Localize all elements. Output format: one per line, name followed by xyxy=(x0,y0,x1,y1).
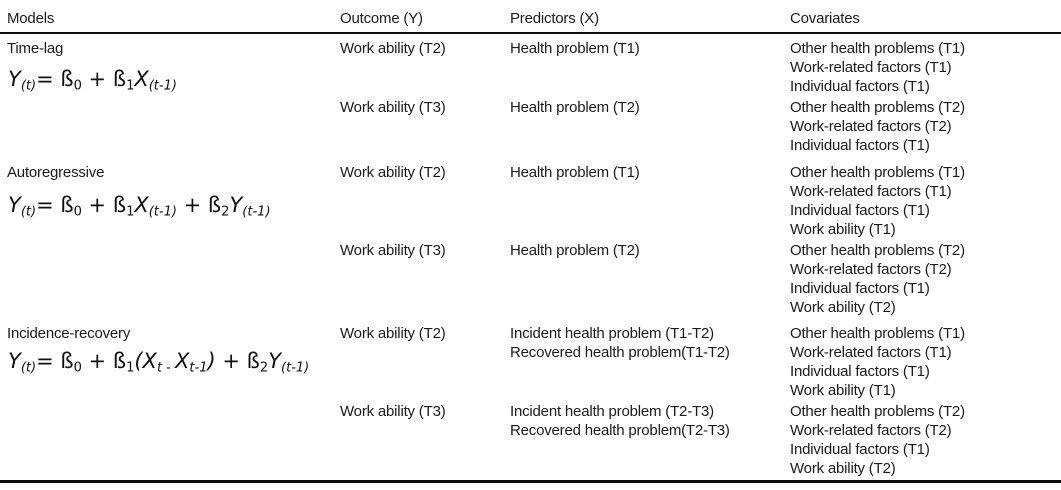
covariate-line: Work-related factors (T1) xyxy=(790,344,952,361)
model-label-incidence-recovery: Incidence-recovery xyxy=(7,325,131,342)
outcome-cell: Work ability (T2) xyxy=(340,164,446,181)
covariates-cell: Other health problems (T1) Work-related … xyxy=(790,163,965,239)
covariate-line: Other health problems (T2) xyxy=(790,99,965,116)
table-bottom-line xyxy=(0,480,1061,483)
column-header-predictors: Predictors (X) xyxy=(510,10,599,27)
column-header-outcome: Outcome (Y) xyxy=(340,10,423,27)
covariates-cell: Other health problems (T2) Work-related … xyxy=(790,402,965,478)
model-label-autoregressive: Autoregressive xyxy=(7,164,105,181)
covariate-line: Individual factors (T1) xyxy=(790,78,930,95)
predictor-line: Incident health problem (T1-T2) xyxy=(510,325,714,342)
model-label-time-lag: Time-lag xyxy=(7,40,64,57)
covariate-line: Other health problems (T1) xyxy=(790,325,965,342)
outcome-cell: Work ability (T3) xyxy=(340,99,446,116)
model-formula-autoregressive: Y(t)= ß0 + ß1X(t-1) + ß2Y(t-1) xyxy=(8,193,271,220)
covariate-line: Work-related factors (T1) xyxy=(790,59,952,76)
predictor-line: Health problem (T1) xyxy=(510,164,640,181)
covariate-line: Work ability (T2) xyxy=(790,299,896,316)
covariate-line: Work-related factors (T1) xyxy=(790,183,952,200)
covariates-cell: Other health problems (T1) Work-related … xyxy=(790,324,965,400)
covariate-line: Individual factors (T1) xyxy=(790,363,930,380)
covariate-line: Work ability (T1) xyxy=(790,221,896,238)
predictors-cell: Incident health problem (T1-T2) Recovere… xyxy=(510,324,730,362)
predictors-cell: Health problem (T2) xyxy=(510,241,640,260)
covariate-line: Work-related factors (T2) xyxy=(790,261,952,278)
predictor-line: Health problem (T1) xyxy=(510,40,640,57)
predictors-cell: Health problem (T2) xyxy=(510,98,640,117)
outcome-cell: Work ability (T2) xyxy=(340,40,446,57)
covariate-line: Individual factors (T1) xyxy=(790,280,930,297)
covariate-line: Other health problems (T1) xyxy=(790,164,965,181)
predictor-line: Recovered health problem(T2-T3) xyxy=(510,422,730,439)
column-header-models: Models xyxy=(7,10,55,27)
covariate-line: Other health problems (T1) xyxy=(790,40,965,57)
covariates-cell: Other health problems (T2) Work-related … xyxy=(790,241,965,317)
covariates-cell: Other health problems (T2) Work-related … xyxy=(790,98,965,155)
outcome-cell: Work ability (T2) xyxy=(340,325,446,342)
covariate-line: Individual factors (T1) xyxy=(790,441,930,458)
model-formula-time-lag: Y(t)= ß0 + ß1X(t-1) xyxy=(8,67,177,94)
covariate-line: Other health problems (T2) xyxy=(790,403,965,420)
column-header-covariates: Covariates xyxy=(790,10,860,27)
predictor-line: Recovered health problem(T1-T2) xyxy=(510,344,730,361)
predictor-line: Incident health problem (T2-T3) xyxy=(510,403,714,420)
model-formula-incidence-recovery: Y(t)= ß0 + ß1(Xt - Xt-1) + ß2Y(t-1) xyxy=(8,349,310,376)
predictor-line: Health problem (T2) xyxy=(510,99,640,116)
covariates-cell: Other health problems (T1) Work-related … xyxy=(790,39,965,96)
covariate-line: Individual factors (T1) xyxy=(790,202,930,219)
covariate-line: Work ability (T2) xyxy=(790,460,896,477)
predictors-cell: Health problem (T1) xyxy=(510,39,640,58)
covariate-line: Work-related factors (T2) xyxy=(790,118,952,135)
covariate-line: Other health problems (T2) xyxy=(790,242,965,259)
predictors-cell: Incident health problem (T2-T3) Recovere… xyxy=(510,402,730,440)
outcome-cell: Work ability (T3) xyxy=(340,242,446,259)
covariate-line: Work ability (T1) xyxy=(790,382,896,399)
outcome-cell: Work ability (T3) xyxy=(340,403,446,420)
covariate-line: Work-related factors (T2) xyxy=(790,422,952,439)
header-divider-line xyxy=(0,32,1061,34)
predictor-line: Health problem (T2) xyxy=(510,242,640,259)
predictors-cell: Health problem (T1) xyxy=(510,163,640,182)
covariate-line: Individual factors (T1) xyxy=(790,137,930,154)
